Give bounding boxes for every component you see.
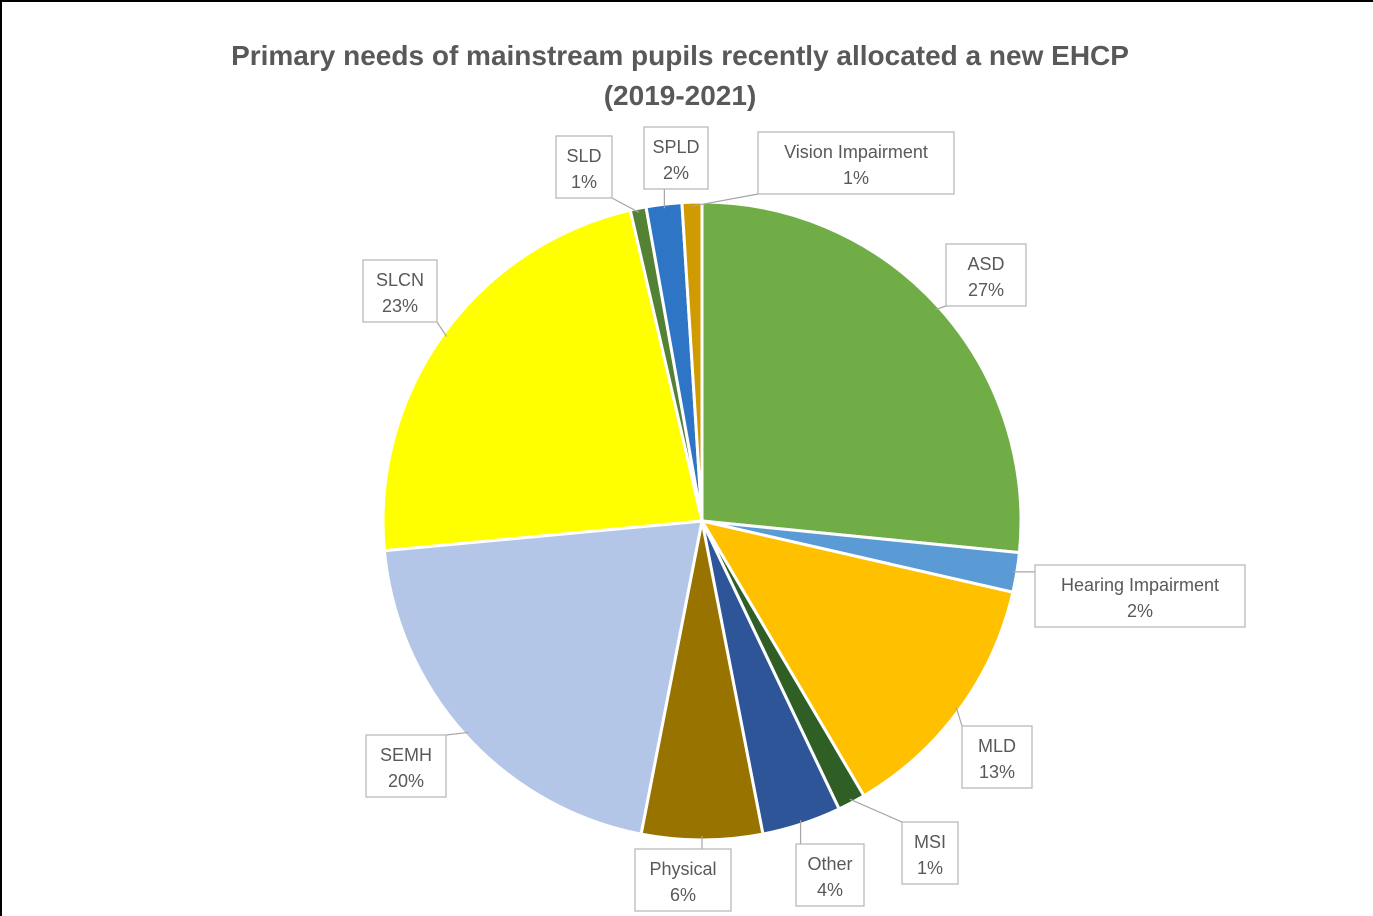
leader-line-asd [935, 305, 947, 311]
data-label-box-slcn [362, 259, 438, 323]
pie-slices [381, 200, 1023, 842]
data-label-percent-asd: 27% [968, 280, 1004, 300]
data-label-category-mld: MLD [978, 736, 1016, 756]
data-label-sld: SLD 1% [555, 135, 613, 199]
pie-slice-mld [698, 518, 1015, 798]
data-label-hearing-impairment: Hearing Impairment 2% [1034, 564, 1246, 628]
data-label-category-spld: SPLD [652, 137, 699, 157]
data-label-msi: MSI 1% [901, 821, 959, 885]
pie-slice-semh [382, 519, 704, 836]
leader-line-slcn [436, 321, 448, 337]
data-label-percent-hearing-impairment: 2% [1127, 601, 1153, 621]
data-label-asd: ASD 27% [945, 243, 1027, 307]
chart-title-line-2: (2019-2021) [603, 80, 757, 111]
pie-slice-asd [700, 200, 1023, 555]
data-label-box-physical [634, 848, 732, 912]
data-label-category-physical: Physical [649, 859, 716, 879]
data-label-percent-physical: 6% [670, 885, 696, 905]
data-label-percent-other: 4% [817, 880, 843, 900]
data-label-box-other [795, 843, 865, 907]
data-label-vision-impairment: Vision Impairment 1% [757, 131, 955, 195]
data-label-category-hearing-impairment: Hearing Impairment [1061, 575, 1219, 595]
data-label-other: Other 4% [795, 843, 865, 907]
data-label-box-sld [555, 135, 613, 199]
data-label-semh: SEMH 20% [365, 734, 447, 798]
data-label-percent-spld: 2% [663, 163, 689, 183]
data-label-box-mld [961, 725, 1033, 789]
data-label-category-semh: SEMH [380, 745, 432, 765]
data-label-box-msi [901, 821, 959, 885]
data-label-percent-mld: 13% [979, 762, 1015, 782]
data-label-percent-slcn: 23% [382, 296, 418, 316]
leader-line-sld [611, 197, 640, 213]
data-label-percent-semh: 20% [388, 771, 424, 791]
chart-title: Primary needs of mainstream pupils recen… [60, 36, 1300, 116]
data-label-category-slcn: SLCN [376, 270, 424, 290]
data-label-physical: Physical 6% [634, 848, 732, 912]
data-label-box-semh [365, 734, 447, 798]
data-label-category-msi: MSI [914, 832, 946, 852]
chart-title-line-1: Primary needs of mainstream pupils recen… [231, 40, 1129, 71]
data-label-percent-sld: 1% [571, 172, 597, 192]
data-label-slcn: SLCN 23% [362, 259, 438, 323]
leader-lines [436, 189, 1035, 849]
data-label-box-asd [945, 243, 1027, 307]
pie-slice-slcn [381, 208, 704, 553]
data-label-spld: SPLD 2% [643, 126, 709, 190]
data-label-mld: MLD 13% [961, 725, 1033, 789]
data-label-box-hearing-impairment [1034, 564, 1246, 628]
data-label-percent-vision-impairment: 1% [843, 168, 869, 188]
data-label-category-sld: SLD [566, 146, 601, 166]
pie-slice-vision-impairment [680, 200, 704, 522]
leader-line-semh [445, 731, 469, 736]
leader-line-vision-impairment [691, 193, 759, 207]
leader-line-msi [849, 798, 903, 823]
data-label-category-asd: ASD [967, 254, 1004, 274]
data-label-category-vision-impairment: Vision Impairment [784, 142, 928, 162]
leader-line-mld [955, 706, 963, 727]
data-label-percent-msi: 1% [917, 858, 943, 878]
data-label-box-vision-impairment [757, 131, 955, 195]
data-label-box-spld [643, 126, 709, 190]
data-labels: ASD 27% Hearing Impairment 2% MLD 13% MSI 1% Oth… [362, 126, 1246, 912]
data-label-category-other: Other [807, 854, 852, 874]
